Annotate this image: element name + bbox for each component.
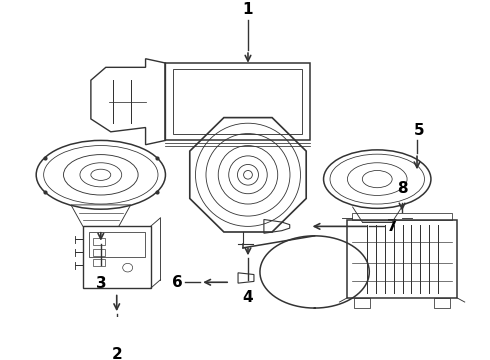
Text: 6: 6 [172,275,182,290]
Bar [347,220,457,298]
Text: 5: 5 [414,123,424,138]
Bar [93,238,105,245]
Text: 1: 1 [243,3,253,18]
Text: 3: 3 [96,276,106,291]
Bar [89,231,145,257]
Text: 4: 4 [243,290,253,305]
Bar [83,226,150,288]
Text: 2: 2 [111,347,122,360]
Bar [166,63,310,140]
Bar [93,259,105,266]
Bar [434,298,450,308]
Text: 8: 8 [397,181,407,196]
Bar [354,298,370,308]
Text: 7: 7 [387,219,398,234]
Bar [93,249,105,256]
Bar [352,213,452,220]
Bar [173,69,302,134]
